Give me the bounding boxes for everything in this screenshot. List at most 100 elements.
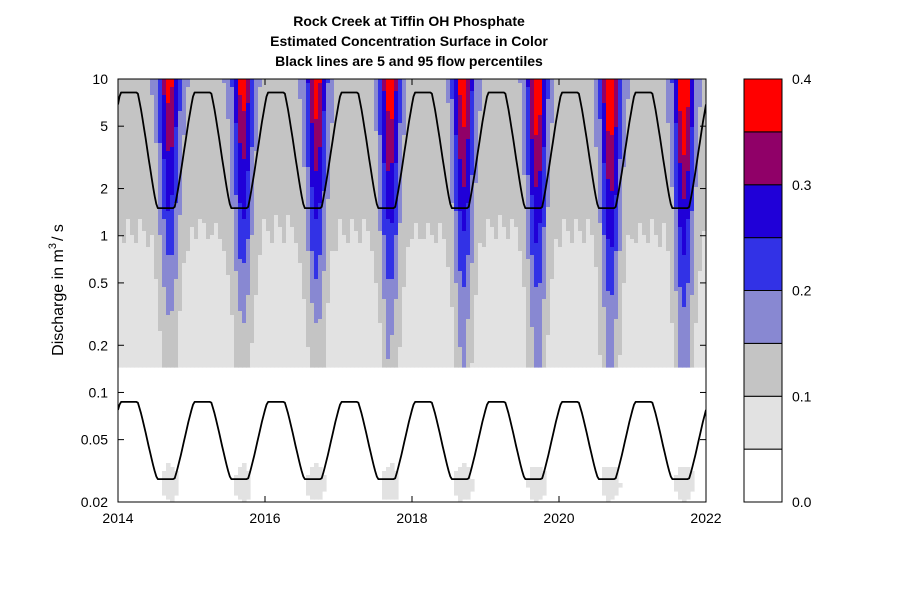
- surface-cell: [690, 295, 695, 368]
- surface-cell: [610, 191, 615, 248]
- surface-cell: [354, 231, 359, 368]
- surface-cell: [618, 483, 623, 488]
- surface-cell: [234, 195, 239, 272]
- surface-cell: [382, 91, 387, 164]
- surface-cell: [134, 243, 139, 368]
- surface-cell: [166, 151, 171, 212]
- surface-cell: [406, 247, 411, 368]
- surface-cell: [226, 79, 231, 120]
- surface-cell: [542, 227, 547, 300]
- surface-cell: [462, 79, 467, 128]
- surface-cell: [250, 147, 255, 236]
- surface-cell: [602, 79, 607, 104]
- surface-cell: [398, 347, 403, 368]
- surface-cell: [622, 167, 627, 284]
- surface-cell: [662, 223, 667, 368]
- surface-cell: [338, 219, 343, 368]
- surface-cell: [546, 207, 551, 336]
- surface-cell: [378, 135, 383, 232]
- surface-cell: [606, 179, 611, 240]
- surface-cell: [530, 255, 535, 328]
- surface-cell: [530, 139, 535, 196]
- surface-cell: [626, 235, 631, 368]
- surface-cell: [314, 171, 319, 220]
- surface-cell: [230, 315, 235, 368]
- surface-cell: [602, 307, 607, 368]
- surface-cell: [122, 79, 127, 244]
- surface-cell: [358, 243, 363, 368]
- surface-cell: [574, 219, 579, 368]
- surface-cell: [398, 79, 403, 124]
- surface-cell: [162, 95, 167, 160]
- surface-cell: [610, 79, 615, 136]
- surface-cell: [506, 79, 511, 240]
- surface-cell: [614, 251, 619, 320]
- surface-cell: [630, 79, 635, 240]
- surface-cell: [542, 79, 547, 148]
- surface-cell: [142, 79, 147, 232]
- surface-cell: [242, 159, 247, 220]
- surface-cell: [602, 163, 607, 236]
- surface-cell: [302, 79, 307, 168]
- surface-cell: [274, 215, 279, 368]
- surface-cell: [322, 475, 327, 492]
- surface-cell: [662, 79, 667, 224]
- surface-cell: [434, 243, 439, 368]
- surface-cell: [490, 227, 495, 368]
- surface-cell: [438, 79, 443, 224]
- surface-cell: [594, 79, 599, 148]
- surface-cell: [670, 79, 675, 84]
- surface-cell: [370, 79, 375, 252]
- surface-cell: [306, 79, 311, 84]
- surface-cell: [534, 287, 539, 368]
- surface-cell: [290, 227, 295, 368]
- surface-cell: [174, 203, 179, 280]
- surface-cell: [434, 79, 439, 244]
- surface-cell: [222, 251, 227, 368]
- surface-cell: [162, 287, 167, 368]
- surface-cell: [442, 79, 447, 240]
- surface-cell: [538, 223, 543, 284]
- surface-cell: [210, 235, 215, 368]
- surface-cell: [466, 79, 471, 140]
- surface-cell: [218, 239, 223, 368]
- surface-cell: [530, 79, 535, 140]
- surface-cell: [238, 143, 243, 204]
- surface-cell: [598, 355, 603, 368]
- y-axis-label-sup: 3: [47, 243, 59, 249]
- y-tick-label: 2: [100, 181, 108, 197]
- surface-cell: [386, 279, 391, 360]
- surface-cell: [630, 239, 635, 368]
- surface-cell: [654, 79, 659, 236]
- surface-cell: [254, 151, 259, 296]
- surface-cell: [366, 231, 371, 368]
- surface-cell: [166, 79, 171, 104]
- surface-cell: [310, 187, 315, 252]
- surface-cell: [546, 335, 551, 368]
- colorbar-tick-label: 0.0: [792, 494, 812, 510]
- surface-cell: [566, 231, 571, 368]
- surface-cell: [502, 227, 507, 368]
- surface-cell: [398, 223, 403, 348]
- surface-cell: [270, 79, 275, 244]
- surface-cell: [682, 467, 687, 502]
- surface-cell: [342, 235, 347, 368]
- surface-cell: [182, 263, 187, 368]
- surface-cell: [534, 467, 539, 502]
- y-tick-label: 0.1: [89, 384, 109, 400]
- surface-cell: [262, 79, 267, 220]
- surface-cell: [382, 299, 387, 368]
- surface-cell: [246, 239, 251, 296]
- surface-cell: [686, 171, 691, 220]
- surface-cell: [626, 79, 631, 100]
- surface-cell: [338, 79, 343, 220]
- flow-percentile-95-line: [118, 91, 706, 210]
- surface-cell: [418, 79, 423, 240]
- concentration-surface: [118, 79, 706, 502]
- surface-cell: [486, 219, 491, 368]
- x-tick-label: 2020: [543, 510, 574, 526]
- surface-cell: [130, 235, 135, 368]
- surface-cell: [326, 79, 331, 84]
- surface-cell: [334, 79, 339, 252]
- surface-cell: [474, 183, 479, 296]
